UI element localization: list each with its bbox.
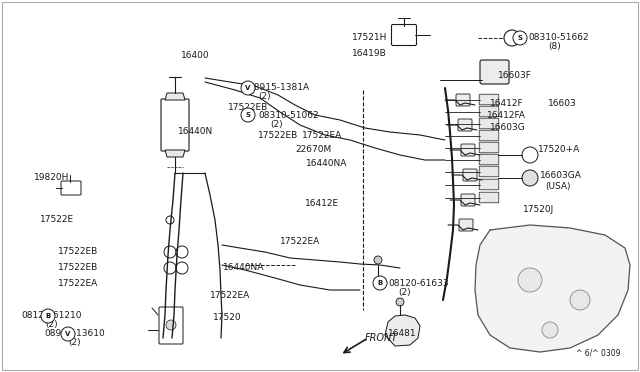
Text: 17522EB: 17522EB [58,247,99,257]
Circle shape [176,246,188,258]
Text: (2): (2) [270,119,283,128]
FancyBboxPatch shape [479,142,499,153]
Circle shape [522,170,538,186]
Circle shape [41,309,55,323]
Polygon shape [165,93,185,100]
Text: 16440N: 16440N [179,126,214,135]
FancyBboxPatch shape [479,94,499,105]
FancyBboxPatch shape [461,194,475,206]
Circle shape [542,322,558,338]
FancyBboxPatch shape [461,144,475,156]
Circle shape [61,327,75,341]
Text: 08915-13610: 08915-13610 [45,330,106,339]
FancyBboxPatch shape [479,130,499,141]
Text: 16603G: 16603G [490,124,525,132]
Circle shape [513,31,527,45]
FancyBboxPatch shape [479,106,499,117]
Circle shape [166,320,176,330]
Text: (2): (2) [398,288,411,296]
Text: 22670M: 22670M [295,145,332,154]
Text: 08310-51062: 08310-51062 [258,110,319,119]
Text: (2): (2) [258,93,271,102]
Text: 17520: 17520 [213,314,242,323]
FancyBboxPatch shape [459,219,473,231]
Text: B: B [378,280,383,286]
FancyBboxPatch shape [463,169,477,181]
Text: 08120-61633: 08120-61633 [388,279,449,288]
Text: 16440NA: 16440NA [223,263,264,273]
FancyBboxPatch shape [458,119,472,131]
Text: 17522EA: 17522EA [58,279,99,289]
Text: (USA): (USA) [545,182,570,190]
Text: 16412FA: 16412FA [487,112,526,121]
FancyBboxPatch shape [479,179,499,190]
FancyBboxPatch shape [61,181,81,195]
Text: V: V [65,331,70,337]
Text: S: S [246,112,250,118]
FancyBboxPatch shape [159,307,183,344]
Text: (2): (2) [68,339,81,347]
Text: 19820H: 19820H [35,173,70,183]
Circle shape [518,268,542,292]
Text: 17522EA: 17522EA [210,292,250,301]
Polygon shape [385,315,420,346]
Text: 17520J: 17520J [523,205,554,215]
Text: V: V [245,85,251,91]
Polygon shape [475,225,630,352]
Text: 16412E: 16412E [305,199,339,208]
Text: B: B [45,313,51,319]
Text: 16603F: 16603F [498,71,532,80]
Circle shape [522,147,538,163]
Text: 16419B: 16419B [352,49,387,58]
Text: S: S [518,35,522,41]
FancyBboxPatch shape [480,60,509,84]
Text: 17522EA: 17522EA [302,131,342,140]
Text: 17522E: 17522E [40,215,74,224]
Text: 08915-1381A: 08915-1381A [248,83,309,93]
Text: 16412F: 16412F [490,99,524,109]
Text: 17522EA: 17522EA [280,237,320,247]
Polygon shape [165,150,185,157]
Text: 16603: 16603 [548,99,577,109]
FancyBboxPatch shape [392,25,417,45]
Circle shape [570,290,590,310]
Circle shape [164,246,176,258]
Circle shape [241,108,255,122]
FancyBboxPatch shape [161,99,189,151]
Text: 17521H: 17521H [352,33,387,42]
Text: 17520+A: 17520+A [538,145,580,154]
FancyBboxPatch shape [479,192,499,203]
Circle shape [176,262,188,274]
FancyBboxPatch shape [479,154,499,165]
Text: 17522EB: 17522EB [58,263,99,273]
Text: 17522EB: 17522EB [258,131,298,141]
Text: 16481: 16481 [388,330,417,339]
FancyBboxPatch shape [479,118,499,129]
Text: 16603GA: 16603GA [540,171,582,180]
FancyBboxPatch shape [479,166,499,177]
Text: FRONT: FRONT [365,333,398,343]
Text: 08120-61210: 08120-61210 [22,311,83,321]
Text: 16400: 16400 [180,51,209,60]
Text: 16440NA: 16440NA [306,158,348,167]
Circle shape [396,298,404,306]
Text: 17522EB: 17522EB [228,103,268,112]
Circle shape [166,216,174,224]
Text: (8): (8) [548,42,561,51]
Text: (2): (2) [45,321,58,330]
Circle shape [373,276,387,290]
FancyBboxPatch shape [456,94,470,106]
Text: ^ 6/^ 0309: ^ 6/^ 0309 [575,349,620,358]
Circle shape [504,30,520,46]
Circle shape [164,262,176,274]
Circle shape [241,81,255,95]
Text: 08310-51662: 08310-51662 [528,33,589,42]
Circle shape [374,256,382,264]
